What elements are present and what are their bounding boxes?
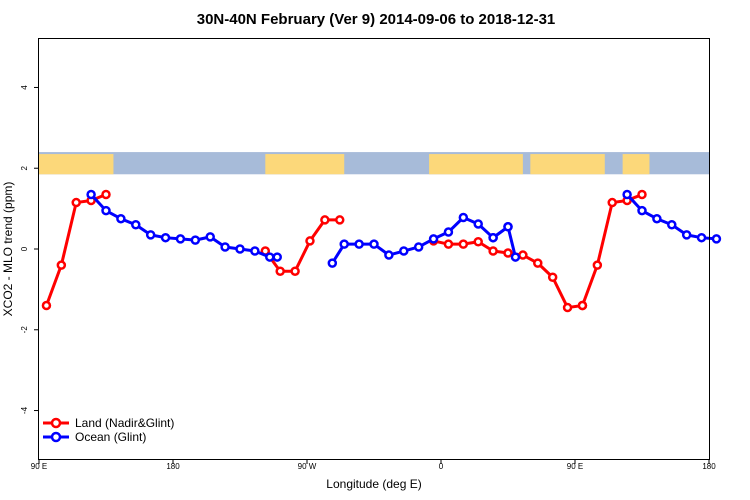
ocean-series-point — [205, 232, 215, 242]
ocean-series-point — [116, 213, 126, 224]
ocean-series-point — [145, 230, 156, 240]
land-series-point — [562, 302, 573, 313]
x-tick-label: 180 — [702, 462, 716, 471]
ocean-series-point — [503, 222, 513, 232]
land-series-point — [71, 197, 81, 208]
land-series-point — [533, 258, 543, 268]
x-tick-label: 0 — [439, 462, 444, 471]
legend: Land (Nadir&Glint)Ocean (Glint) — [43, 416, 174, 444]
ocean-series-point — [637, 205, 647, 216]
land-series-point — [488, 246, 498, 256]
y-axis-label: XCO2 - MLO trend (ppm) — [1, 182, 15, 317]
y-tick-label: 4 — [20, 85, 29, 90]
land-series-point — [607, 197, 617, 208]
ocean-series-point — [681, 230, 692, 240]
ocean-series-point — [458, 212, 469, 223]
x-tick-label: 90 E — [31, 462, 47, 471]
x-axis: 90 E 180 90 W 0 90 E 180 — [31, 459, 716, 471]
land-series-point — [518, 250, 528, 260]
map-land-3 — [530, 154, 605, 175]
legend-label: Ocean (Glint) — [75, 430, 146, 444]
ocean-series-point — [354, 239, 364, 249]
ocean-series-line-3 — [626, 193, 717, 241]
plot-area — [41, 189, 722, 313]
ocean-series-point — [488, 232, 498, 243]
land-series-point — [41, 300, 52, 311]
ocean-series-point — [443, 227, 454, 237]
ocean-series-point — [265, 252, 275, 262]
x-tick-label: 90 W — [298, 462, 317, 471]
ocean-series-point — [622, 189, 632, 200]
ocean-series-point — [413, 242, 424, 252]
ocean-series-point — [220, 242, 230, 252]
ocean-series-point — [696, 232, 707, 243]
land-series-point — [577, 300, 588, 311]
chart-title: 30N-40N February (Ver 9) 2014-09-06 to 2… — [197, 11, 556, 28]
legend-label: Land (Nadir&Glint) — [75, 416, 174, 430]
y-axis: -4 -2 0 2 4 — [20, 85, 39, 414]
land-series-point — [56, 260, 67, 270]
ocean-series-point — [101, 205, 111, 216]
ocean-series-point — [473, 219, 483, 229]
map-land-1 — [265, 154, 345, 175]
map-land-0 — [39, 154, 114, 175]
land-series-point — [637, 189, 647, 200]
ocean-series-point — [667, 220, 677, 230]
y-tick-label: -4 — [20, 406, 29, 414]
map-land-4 — [622, 154, 650, 175]
y-tick-label: 2 — [20, 165, 29, 170]
y-tick-label: 0 — [20, 246, 29, 251]
map-ocean — [39, 152, 709, 175]
land-series-point — [275, 266, 285, 276]
ocean-series-line-0 — [90, 193, 278, 259]
legend-swatch-marker — [50, 431, 62, 443]
ocean-series-point — [339, 239, 349, 249]
land-series-point — [320, 215, 330, 225]
ocean-series-point — [190, 235, 201, 245]
land-series-point — [101, 189, 111, 200]
ocean-series-point — [384, 250, 394, 260]
x-tick-label: 90 E — [567, 462, 583, 471]
land-series-point — [290, 266, 300, 276]
ocean-series-point — [399, 246, 409, 256]
ocean-series-point — [652, 213, 662, 224]
ocean-series-point — [235, 244, 245, 254]
ocean-series-point — [250, 246, 260, 256]
legend-swatch-marker — [50, 417, 62, 429]
ocean-series-point — [428, 234, 439, 244]
land-series-point — [305, 236, 315, 246]
ocean-series-point — [160, 232, 171, 243]
map-band — [39, 152, 709, 175]
land-series-point — [503, 248, 513, 258]
land-series-point — [335, 215, 345, 225]
land-series-line-3 — [581, 193, 643, 307]
land-series-point — [547, 272, 558, 283]
ocean-series-point — [86, 189, 96, 200]
x-tick-label: 180 — [166, 462, 180, 471]
ocean-series-point — [327, 258, 338, 268]
ocean-series-point — [711, 234, 722, 244]
plot-frame — [38, 38, 710, 460]
y-tick-label: -2 — [20, 326, 29, 334]
ocean-series-point — [272, 252, 282, 262]
ocean-series-point — [510, 252, 521, 262]
land-series-point — [458, 239, 469, 249]
ocean-series-point — [175, 234, 186, 244]
map-land-2 — [429, 154, 523, 175]
land-series-point — [443, 239, 454, 249]
land-series-line-0 — [45, 193, 107, 307]
ocean-series-point — [131, 220, 141, 230]
ocean-series-point — [369, 239, 379, 249]
x-axis-label: Longitude (deg E) — [326, 477, 421, 491]
land-series-point — [592, 260, 603, 270]
land-series-point — [473, 236, 483, 247]
